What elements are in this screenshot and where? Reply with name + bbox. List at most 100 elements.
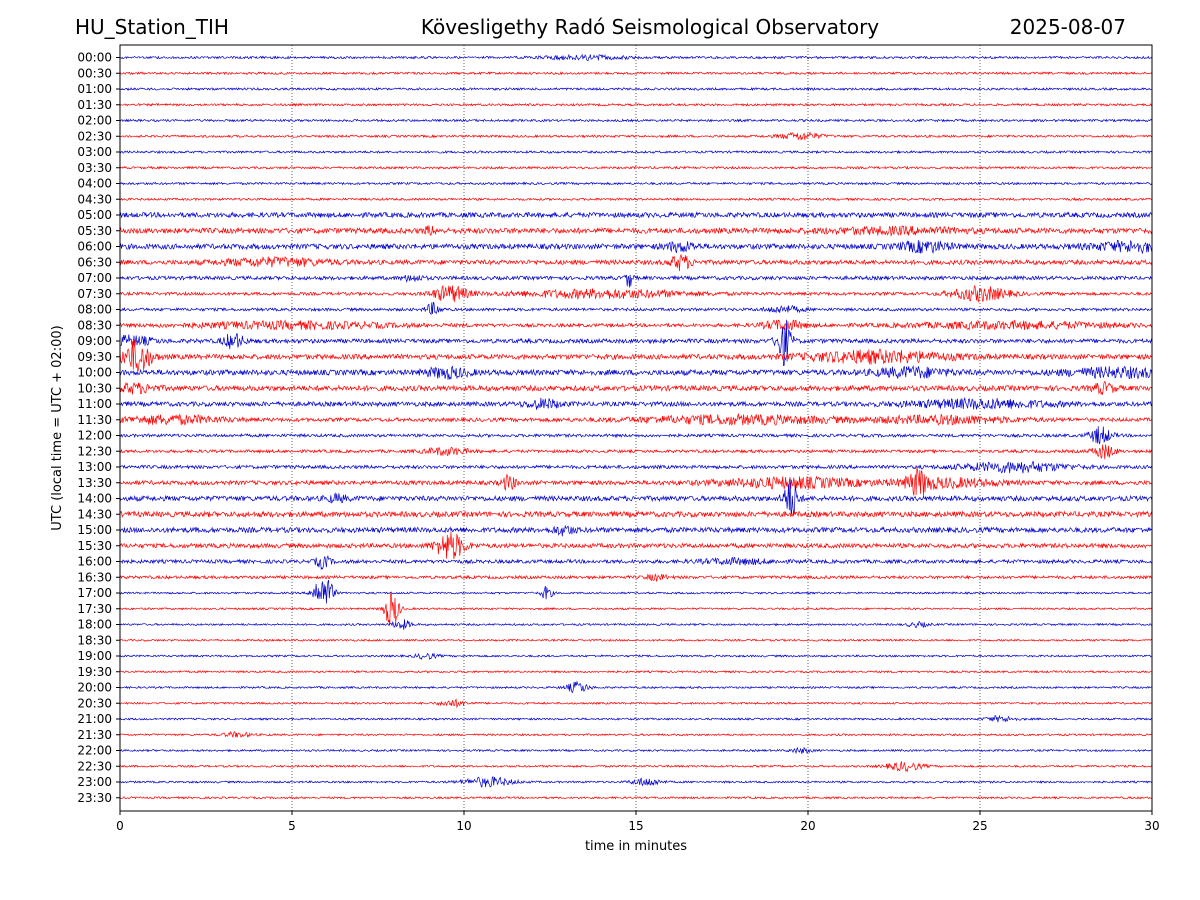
y-tick-label-23: 11:30 [77,413,112,427]
y-tick-label-19: 09:30 [77,350,112,364]
y-tick-label-33: 16:30 [77,570,112,584]
y-tick-label-6: 03:00 [77,145,112,159]
trace-2330 [119,795,1153,800]
y-tick-label-36: 18:00 [77,618,112,632]
traces [119,53,1153,800]
y-tick-label-7: 03:30 [77,161,112,175]
trace-0400 [119,181,1153,186]
y-tick-label-32: 16:00 [77,555,112,569]
y-tick-label-5: 02:30 [77,129,112,143]
y-tick-label-10: 05:00 [77,208,112,222]
y-tick-label-41: 20:30 [77,696,112,710]
trace-0330 [119,165,1153,170]
y-tick-label-31: 15:30 [77,539,112,553]
x-tick-label-6: 30 [1144,819,1159,833]
y-tick-label-13: 06:30 [77,255,112,269]
y-tick-label-34: 17:00 [77,586,112,600]
y-tick-label-42: 21:00 [77,712,112,726]
y-tick-label-15: 07:30 [77,287,112,301]
chart-date: 2025-08-07 [1009,15,1126,39]
y-tick-label-9: 04:30 [77,192,112,206]
trace-0500 [119,211,1153,219]
trace-1400 [119,479,1153,515]
trace-1000 [119,365,1153,380]
y-tick-label-35: 17:30 [77,602,112,616]
x-axis: 0 5 10 15 20 25 30 [116,811,1160,833]
trace-0300 [119,149,1153,155]
y-tick-label-30: 15:00 [77,523,112,537]
trace-2200 [119,746,1153,755]
y-tick-label-37: 18:30 [77,633,112,647]
y-tick-label-1: 00:30 [77,66,112,80]
x-tick-label-2: 10 [456,819,471,833]
y-tick-label-14: 07:00 [77,271,112,285]
trace-0900 [119,319,1153,367]
y-tick-label-40: 20:00 [77,681,112,695]
x-tick-label-0: 0 [116,819,124,833]
trace-1700 [119,579,1153,604]
trace-1730 [119,591,1153,626]
trace-0800 [119,301,1153,316]
trace-0930 [119,339,1153,373]
trace-0130 [119,102,1153,107]
trace-2030 [119,698,1153,709]
trace-0700 [119,274,1153,288]
trace-0230 [119,131,1153,141]
trace-1300 [119,461,1153,474]
trace-1600 [119,554,1153,571]
trace-0100 [119,86,1153,92]
y-tick-label-2: 01:00 [77,82,112,96]
trace-1530 [119,531,1153,560]
trace-1900 [119,652,1153,661]
trace-0000 [119,53,1153,61]
x-tick-label-3: 15 [628,819,643,833]
trace-1030 [119,380,1153,395]
y-tick-label-3: 01:30 [77,98,112,112]
y-tick-label-38: 19:00 [77,649,112,663]
chart-title: Kövesligethy Radó Seismological Observat… [420,15,880,39]
station-name: HU_Station_TIH [75,15,229,39]
gridlines [291,45,981,811]
y-tick-label-12: 06:00 [77,240,112,254]
trace-1800 [119,619,1153,630]
trace-0730 [119,284,1153,303]
y-tick-label-45: 22:30 [77,759,112,773]
trace-0830 [119,319,1153,332]
y-tick-label-39: 19:30 [77,665,112,679]
trace-1230 [119,444,1153,460]
trace-0600 [119,239,1153,255]
trace-1500 [119,524,1153,537]
x-tick-label-5: 25 [972,819,987,833]
trace-1330 [119,467,1153,496]
trace-0030 [119,71,1153,76]
trace-1630 [119,573,1153,582]
y-tick-label-18: 09:00 [77,334,112,348]
trace-0630 [119,253,1153,272]
y-tick-label-47: 23:30 [77,791,112,805]
y-tick-label-16: 08:00 [77,303,112,317]
y-tick-label-43: 21:30 [77,728,112,742]
trace-1830 [119,638,1153,643]
trace-1430 [119,510,1153,519]
x-tick-label-1: 5 [288,819,296,833]
trace-1130 [119,412,1153,427]
trace-1100 [119,396,1153,410]
y-tick-label-24: 12:00 [77,429,112,443]
y-tick-label-17: 08:30 [77,318,112,332]
x-tick-label-4: 20 [800,819,815,833]
trace-2000 [119,680,1153,694]
trace-2130 [119,731,1153,738]
x-axis-label: time in minutes [585,839,687,854]
y-tick-label-22: 11:00 [77,397,112,411]
trace-2100 [119,714,1153,723]
y-axis-label: UTC (local time = UTC + 02:00) [50,325,65,530]
y-tick-label-25: 12:30 [77,444,112,458]
y-tick-label-28: 14:00 [77,492,112,506]
trace-0200 [119,118,1153,123]
y-tick-label-21: 10:30 [77,381,112,395]
y-tick-label-0: 00:00 [77,51,112,65]
y-tick-label-46: 23:00 [77,775,112,789]
trace-0530 [119,224,1153,238]
